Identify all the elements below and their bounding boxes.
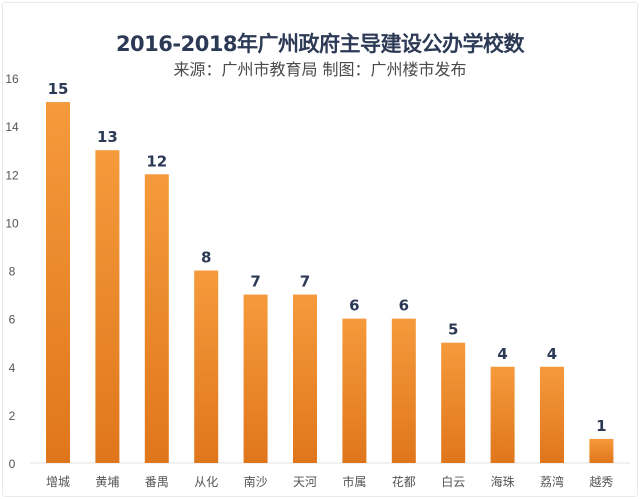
data-label: 6 (399, 297, 409, 315)
chart-title: 2016-2018年广州政府主导建设公办学校数 (115, 32, 525, 56)
y-tick-label: 2 (9, 409, 16, 423)
x-tick-label: 南沙 (244, 474, 268, 489)
x-tick-label: 黄埔 (95, 475, 119, 489)
y-tick-label: 0 (9, 457, 16, 471)
bar (144, 174, 169, 463)
bar (46, 102, 70, 463)
y-tick-label: 10 (5, 216, 19, 230)
data-label: 6 (349, 297, 359, 315)
data-label: 7 (300, 273, 310, 291)
y-tick-label: 6 (9, 313, 16, 327)
bar (243, 294, 268, 463)
bar (391, 318, 416, 463)
y-tick-label: 8 (9, 265, 16, 279)
bar (589, 438, 614, 463)
x-tick-label: 越秀 (589, 475, 613, 489)
y-tick-label: 12 (5, 168, 19, 182)
x-tick-label: 增城 (46, 475, 70, 489)
bar (441, 342, 466, 463)
data-label: 5 (448, 321, 458, 339)
data-label: 4 (547, 345, 557, 363)
x-tick-label: 海珠 (491, 474, 515, 489)
x-tick-label: 天河 (293, 475, 317, 489)
y-tick-label: 4 (9, 361, 16, 375)
data-label: 12 (146, 152, 167, 170)
x-tick-label: 白云 (441, 474, 465, 489)
chart-subtitle: 来源：广州市教育局 制图：广州楼市发布 (173, 60, 467, 79)
bar (490, 366, 515, 463)
y-tick-label: 14 (5, 120, 19, 134)
y-tick-label: 16 (5, 72, 19, 86)
x-tick-label: 市属 (342, 474, 366, 489)
x-tick-label: 从化 (194, 475, 218, 489)
data-label: 7 (250, 273, 260, 291)
data-label: 13 (97, 128, 118, 146)
x-tick-label: 花都 (392, 474, 416, 489)
data-label: 8 (201, 249, 211, 267)
bar (293, 294, 317, 463)
x-tick-label: 番禺 (145, 475, 169, 489)
bar (342, 318, 367, 463)
data-label: 15 (48, 80, 69, 98)
x-tick-label: 荔湾 (540, 474, 564, 489)
bar (95, 150, 120, 463)
data-label: 4 (497, 345, 507, 363)
data-label: 1 (596, 417, 606, 435)
bar (540, 366, 564, 463)
bar (194, 270, 219, 463)
